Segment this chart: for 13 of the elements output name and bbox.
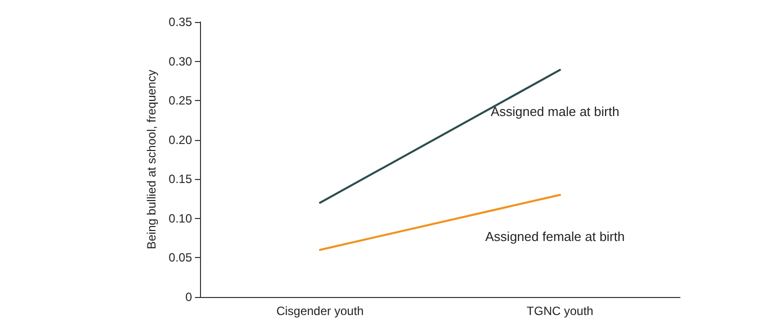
x-tick-label: TGNC youth xyxy=(526,304,594,318)
y-tick-label: 0.15 xyxy=(168,172,192,186)
x-tick-label: Cisgender youth xyxy=(276,304,364,318)
y-tick-label: 0.35 xyxy=(168,15,192,29)
y-tick-label: 0.25 xyxy=(168,94,192,108)
series-label: Assigned male at birth xyxy=(490,104,620,119)
y-tick-label: 0.05 xyxy=(168,250,192,265)
series-label: Assigned female at birth xyxy=(485,228,625,244)
y-axis-title: Being bullied at school, frequency xyxy=(144,70,159,250)
y-tick-label: 0.20 xyxy=(168,132,192,147)
y-tick-label: 0.30 xyxy=(168,54,192,68)
y-tick-label: 0 xyxy=(185,290,192,304)
y-tick-label: 0.10 xyxy=(168,211,192,226)
